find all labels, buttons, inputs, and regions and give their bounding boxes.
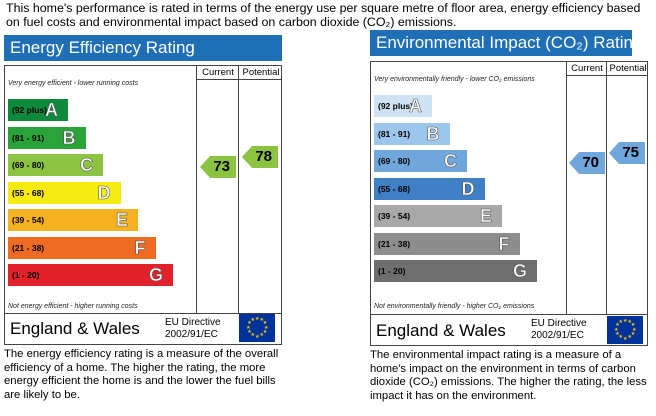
band-letter: G bbox=[512, 261, 528, 282]
environmental-description: The environmental impact rating is a mea… bbox=[370, 349, 647, 402]
current-column-header: Current bbox=[571, 63, 603, 74]
intro-text: This home's performance is rated in term… bbox=[6, 1, 641, 29]
current-column-header: Current bbox=[202, 67, 234, 78]
band-letter: E bbox=[115, 210, 129, 231]
potential-column-header: Potential bbox=[609, 63, 647, 74]
eu-flag-icon: ★ ★ ★ ★ ★ ★ ★ ★ ★ ★ ★ ★ bbox=[607, 316, 643, 344]
energy-efficiency-chart: Energy Efficiency Rating Current Potenti… bbox=[4, 35, 282, 401]
eu-directive: EU Directive 2002/91/EC bbox=[531, 318, 587, 341]
band-range: (39 - 54) bbox=[12, 215, 45, 225]
band-range: (69 - 80) bbox=[378, 156, 411, 166]
environmental-chart-title: Environmental Impact (CO₂) Rating bbox=[370, 30, 642, 56]
energy-description: The energy efficiency rating is a measur… bbox=[4, 348, 279, 401]
band-letter: A bbox=[409, 96, 423, 117]
band-range: (92 plus) bbox=[12, 105, 47, 115]
band-range: (21 - 38) bbox=[12, 242, 45, 253]
eu-directive: EU Directive 2002/91/EC bbox=[165, 317, 221, 340]
footer-region: England & Wales bbox=[376, 321, 506, 340]
rating-band-b: (81 - 91) B bbox=[8, 126, 86, 149]
band-letter: C bbox=[80, 155, 94, 176]
band-letter: F bbox=[498, 233, 510, 254]
rating-band-d: (55 - 68) D bbox=[374, 177, 485, 200]
eu-flag-icon: ★ ★ ★ ★ ★ ★ ★ ★ ★ ★ ★ ★ bbox=[239, 314, 275, 342]
potential-rating-value: 78 bbox=[255, 148, 272, 165]
current-rating-arrow: 73 bbox=[200, 156, 236, 178]
band-range: (81 - 91) bbox=[12, 132, 45, 143]
rating-band-e: (39 - 54) E bbox=[374, 205, 502, 227]
band-range: (92 plus) bbox=[378, 101, 413, 111]
band-letter: B bbox=[62, 127, 76, 148]
top-impact-note: Very environmentally friendly - lower CO… bbox=[374, 76, 535, 83]
current-rating-value: 73 bbox=[213, 158, 230, 175]
band-letter: E bbox=[479, 206, 493, 227]
current-rating-arrow: 70 bbox=[569, 152, 605, 174]
band-range: (55 - 68) bbox=[378, 183, 411, 194]
band-letter: D bbox=[97, 182, 111, 203]
rating-band-a: (92 plus) A bbox=[374, 95, 432, 117]
potential-rating-arrow: 78 bbox=[242, 146, 278, 168]
band-range: (1 - 20) bbox=[12, 270, 40, 280]
band-letter: G bbox=[148, 265, 164, 286]
rating-band-g: (1 - 20) G bbox=[374, 260, 537, 282]
top-efficiency-note: Very energy efficient - lower running co… bbox=[8, 80, 139, 87]
rating-band-f: (21 - 38) F bbox=[374, 232, 520, 255]
potential-rating-arrow: 75 bbox=[609, 142, 645, 164]
bottom-impact-note: Not environmentally friendly - higher CO… bbox=[374, 303, 535, 310]
rating-band-g: (1 - 20) G bbox=[8, 264, 173, 286]
rating-band-c: (69 - 80) C bbox=[8, 154, 103, 176]
environmental-impact-chart: Environmental Impact (CO₂) Rating Curren… bbox=[370, 30, 648, 402]
rating-band-f: (21 - 38) F bbox=[8, 236, 156, 259]
band-range: (69 - 80) bbox=[12, 160, 45, 170]
potential-rating-value: 75 bbox=[622, 144, 639, 161]
environmental-chart-frame: Current Potential Very environmentally f… bbox=[370, 61, 648, 346]
band-range: (81 - 91) bbox=[378, 128, 411, 139]
rating-band-c: (69 - 80) C bbox=[374, 150, 467, 172]
potential-column-header: Potential bbox=[242, 67, 280, 78]
bottom-efficiency-note: Not energy efficient - higher running co… bbox=[8, 303, 138, 310]
band-letter: A bbox=[45, 100, 59, 121]
rating-band-d: (55 - 68) D bbox=[8, 181, 121, 204]
energy-chart-title: Energy Efficiency Rating bbox=[4, 35, 282, 61]
band-range: (1 - 20) bbox=[378, 266, 406, 276]
band-letter: C bbox=[444, 151, 458, 172]
rating-band-a: (92 plus) A bbox=[8, 99, 68, 121]
band-range: (21 - 38) bbox=[378, 238, 411, 249]
rating-band-b: (81 - 91) B bbox=[374, 122, 450, 145]
energy-chart-frame: Current Potential Very energy efficient … bbox=[4, 65, 282, 345]
rating-band-e: (39 - 54) E bbox=[8, 209, 138, 231]
band-letter: D bbox=[461, 178, 475, 199]
band-range: (55 - 68) bbox=[12, 187, 45, 198]
band-range: (39 - 54) bbox=[378, 211, 411, 221]
footer-region: England & Wales bbox=[10, 319, 140, 338]
current-rating-value: 70 bbox=[582, 154, 599, 171]
band-letter: F bbox=[134, 237, 146, 258]
band-letter: B bbox=[426, 123, 440, 144]
